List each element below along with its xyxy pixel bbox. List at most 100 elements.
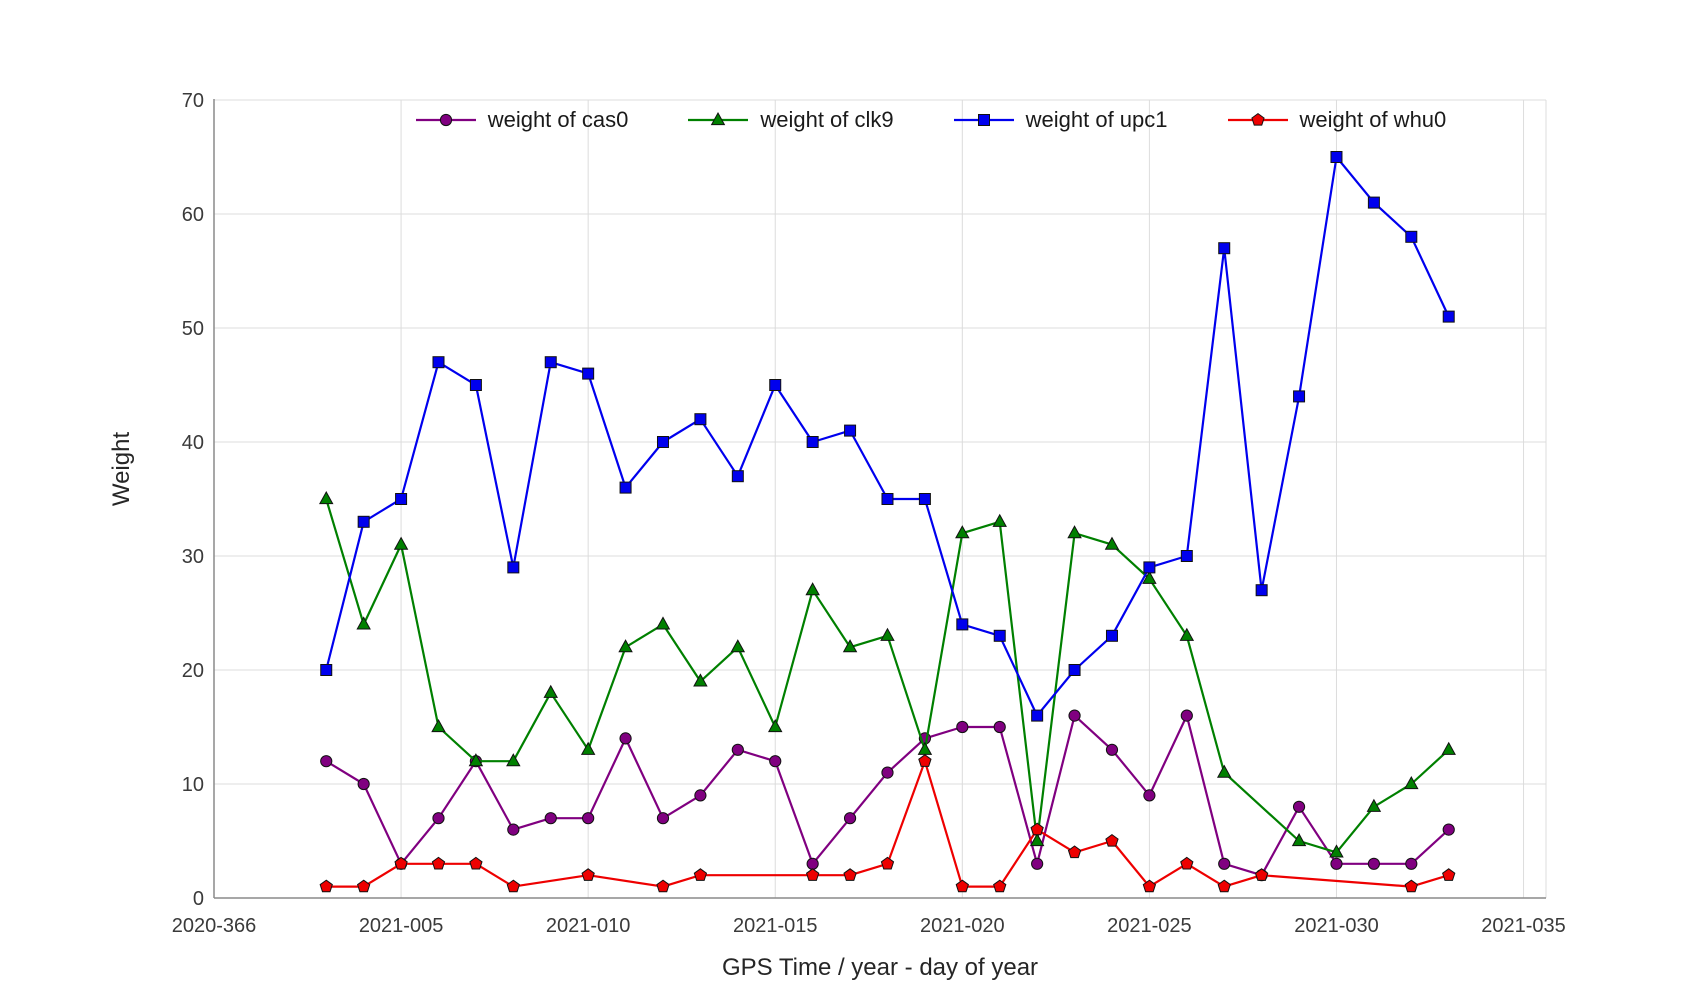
circle-marker xyxy=(694,789,707,802)
triangle-marker xyxy=(543,684,558,698)
square-marker xyxy=(469,379,482,391)
triangle-marker xyxy=(1067,525,1082,539)
x-axis-title: GPS Time / year - day of year xyxy=(721,954,1039,981)
series-whu0 xyxy=(319,754,1456,893)
triangle-marker xyxy=(1216,764,1232,778)
square-marker xyxy=(656,436,669,448)
pentagon-marker xyxy=(469,856,483,870)
pentagon-marker xyxy=(1250,112,1265,126)
triangle-marker xyxy=(506,753,521,767)
square-marker xyxy=(731,470,744,483)
square-marker xyxy=(881,493,894,505)
circle-marker xyxy=(656,812,670,825)
x-tick-label: 2021-030 xyxy=(1294,915,1379,937)
square-marker xyxy=(769,379,782,391)
square-marker xyxy=(357,515,370,528)
square-marker xyxy=(395,493,408,505)
legend-item-whu0: weight of whu0 xyxy=(1226,107,1447,133)
legend-label: weight of whu0 xyxy=(1299,107,1447,132)
triangle-marker xyxy=(1029,832,1045,847)
square-marker xyxy=(918,493,931,505)
square-marker xyxy=(1180,550,1193,562)
pentagon-marker xyxy=(918,754,932,767)
pentagon-marker xyxy=(1142,879,1157,893)
legend-marker-triangle-icon xyxy=(688,111,749,126)
square-marker xyxy=(993,629,1006,642)
triangle-marker xyxy=(693,673,708,687)
pentagon-marker xyxy=(993,879,1007,893)
circle-marker xyxy=(731,743,744,756)
triangle-marker xyxy=(618,639,633,653)
circle-marker xyxy=(432,812,445,825)
y-tick-label: 20 xyxy=(182,660,204,682)
circle-marker xyxy=(1143,789,1156,802)
square-marker xyxy=(844,424,857,437)
circle-marker xyxy=(1367,857,1380,870)
circle-marker xyxy=(582,812,595,825)
square-marker xyxy=(694,413,707,426)
series-line xyxy=(326,760,1450,888)
series-cas0 xyxy=(320,709,1455,882)
y-tick-label: 60 xyxy=(182,204,204,226)
gridlines xyxy=(213,99,1547,899)
square-marker xyxy=(1405,230,1418,243)
pentagon-marker xyxy=(1254,868,1269,881)
triangle-marker xyxy=(805,582,820,596)
circle-marker xyxy=(619,732,632,745)
series-clk9 xyxy=(319,490,1456,858)
triangle-marker xyxy=(319,490,334,505)
triangle-marker xyxy=(431,718,446,733)
circle-marker xyxy=(544,812,557,825)
triangle-marker xyxy=(1366,798,1382,812)
triangle-marker xyxy=(1404,775,1419,790)
y-tick-label: 0 xyxy=(193,888,204,910)
circle-marker xyxy=(843,812,857,825)
x-tick-label: 2021-020 xyxy=(920,915,1005,937)
triangle-marker xyxy=(655,616,671,630)
triangle-marker xyxy=(917,741,933,755)
triangle-marker xyxy=(356,616,371,630)
pentagon-marker xyxy=(356,879,371,893)
triangle-marker xyxy=(1329,844,1344,858)
triangle-marker xyxy=(992,513,1007,527)
circle-marker xyxy=(1405,857,1418,870)
y-tick-label: 10 xyxy=(182,774,204,796)
square-marker xyxy=(806,436,819,448)
circle-marker xyxy=(1292,800,1306,813)
x-tick-label: 2021-025 xyxy=(1107,915,1192,937)
circle-marker xyxy=(1031,857,1044,870)
tick-labels: 0 10 20 30 40 50 60 70 2020-366 2021-005 2021-010 2… xyxy=(172,90,1566,937)
square-marker xyxy=(1367,196,1380,209)
square-marker xyxy=(1143,561,1156,574)
legend-label: weight of clk9 xyxy=(760,107,894,132)
legend-marker-square-icon xyxy=(953,114,1014,126)
series-line xyxy=(325,498,1450,854)
square-marker xyxy=(1105,629,1118,642)
pentagon-marker xyxy=(880,856,895,870)
y-tick-label: 40 xyxy=(182,432,204,454)
pentagon-marker xyxy=(506,879,520,893)
triangle-marker xyxy=(730,639,746,653)
legend-item-cas0: weight of cas0 xyxy=(414,107,628,133)
legend-item-clk9: weight of clk9 xyxy=(686,107,894,133)
pentagon-marker xyxy=(843,868,857,881)
circle-marker xyxy=(439,113,452,127)
triangle-marker xyxy=(393,536,409,550)
square-marker xyxy=(507,561,520,574)
pentagon-marker xyxy=(693,868,708,881)
circle-marker xyxy=(1105,743,1119,756)
pentagon-marker xyxy=(431,856,446,870)
square-marker xyxy=(956,618,969,631)
circle-marker xyxy=(320,755,333,768)
x-tick-label: 2021-035 xyxy=(1481,915,1566,937)
pentagon-marker xyxy=(1404,879,1418,893)
square-marker xyxy=(977,114,990,126)
chart-legend: weight of cas0 weight of clk9 weight of up… xyxy=(264,103,1596,137)
circle-marker xyxy=(881,766,894,779)
triangle-marker xyxy=(1441,741,1456,755)
circle-marker xyxy=(1068,709,1081,722)
circle-marker xyxy=(993,720,1006,734)
square-marker xyxy=(619,481,632,494)
